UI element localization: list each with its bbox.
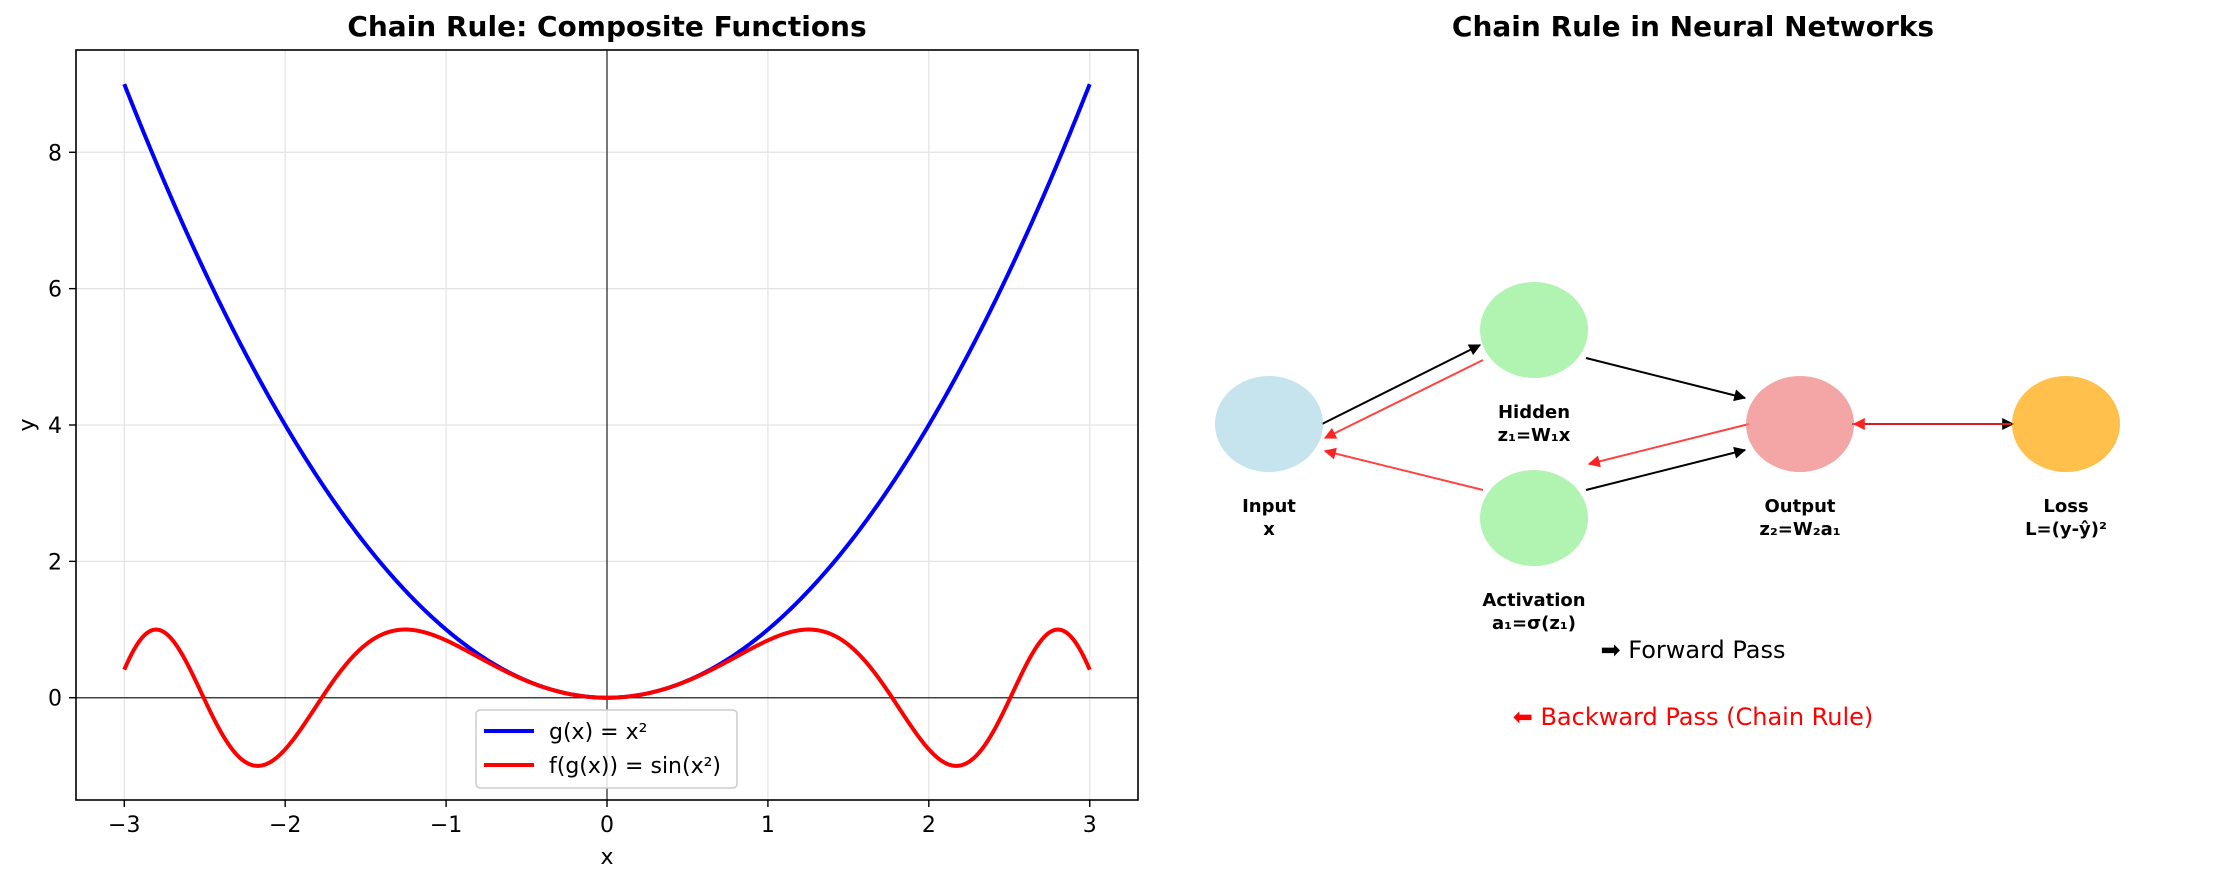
node-loss: Loss L=(y-ŷ)² [2012, 376, 2120, 540]
legend: g(x) = x² f(g(x)) = sin(x²) [475, 709, 738, 789]
node-hidden: Hidden z₁=W₁x [1480, 282, 1588, 446]
node-hidden-name: Hidden [1498, 402, 1570, 423]
series-layer [122, 83, 1092, 768]
forward-edges [1321, 344, 2015, 491]
node-hidden-formula: z₁=W₁x [1498, 425, 1571, 446]
y-tick-label: 2 [48, 550, 62, 575]
node-input-name: Input [1242, 496, 1296, 517]
node-loss-circle [2012, 376, 2120, 472]
backward-pass-label: ⬅ Backward Pass (Chain Rule) [1513, 703, 1874, 731]
y-tick-label: 4 [48, 414, 62, 439]
x-tick-label: −2 [269, 813, 301, 838]
node-loss-name: Loss [2043, 496, 2088, 517]
composite-functions-chart: Chain Rule: Composite Functions −3 −2 −1 0 1… [15, 10, 1139, 870]
axis-ticks: −3 −2 −1 0 1 2 3 0 2 4 6 8 [48, 141, 1097, 838]
forward-pass-label: ➡ Forward Pass [1601, 636, 1786, 664]
y-axis-label: y [15, 418, 40, 431]
node-activation: Activation a₁=σ(z₁) [1480, 470, 1588, 634]
forward-edge-hidden-output [1585, 357, 1747, 402]
y-tick-label: 6 [48, 278, 62, 303]
node-hidden-circle [1480, 282, 1588, 378]
legend-label-g: g(x) = x² [549, 720, 647, 745]
legend-box [475, 709, 738, 789]
node-input-formula: x [1263, 519, 1275, 540]
backward-edge-output-activation [1587, 423, 1750, 468]
backward-edge-activation-input [1323, 447, 1484, 491]
x-tick-label: 3 [1083, 813, 1097, 838]
x-axis-label: x [600, 845, 613, 870]
node-activation-formula: a₁=σ(z₁) [1492, 613, 1576, 634]
x-tick-label: −3 [108, 813, 140, 838]
legend-label-fg: f(g(x)) = sin(x²) [549, 754, 721, 779]
forward-edge-activation-output [1585, 446, 1747, 491]
node-output-circle [1746, 376, 1854, 472]
y-tick-label: 0 [48, 687, 62, 712]
x-tick-label: −1 [430, 813, 462, 838]
node-input: Input x [1215, 376, 1323, 540]
series-line-fg [122, 627, 1092, 768]
x-tick-label: 1 [761, 813, 775, 838]
node-input-circle [1215, 376, 1323, 472]
node-activation-circle [1480, 470, 1588, 566]
node-loss-formula: L=(y-ŷ)² [2025, 519, 2107, 540]
chart-title: Chain Rule: Composite Functions [347, 10, 866, 43]
node-output-formula: z₂=W₂a₁ [1759, 519, 1840, 540]
x-tick-label: 0 [600, 813, 614, 838]
node-activation-name: Activation [1482, 590, 1585, 611]
backward-edges [1323, 359, 2011, 491]
node-output: Output z₂=W₂a₁ [1746, 376, 1854, 540]
forward-edge-input-hidden [1321, 344, 1482, 425]
diagram-title: Chain Rule in Neural Networks [1452, 10, 1934, 43]
x-tick-label: 2 [922, 813, 936, 838]
backward-edge-hidden-input [1323, 359, 1484, 439]
node-output-name: Output [1764, 496, 1835, 517]
y-tick-label: 8 [48, 141, 62, 166]
neural-network-diagram: Chain Rule in Neural Networks Input x Hi… [1215, 10, 2120, 731]
